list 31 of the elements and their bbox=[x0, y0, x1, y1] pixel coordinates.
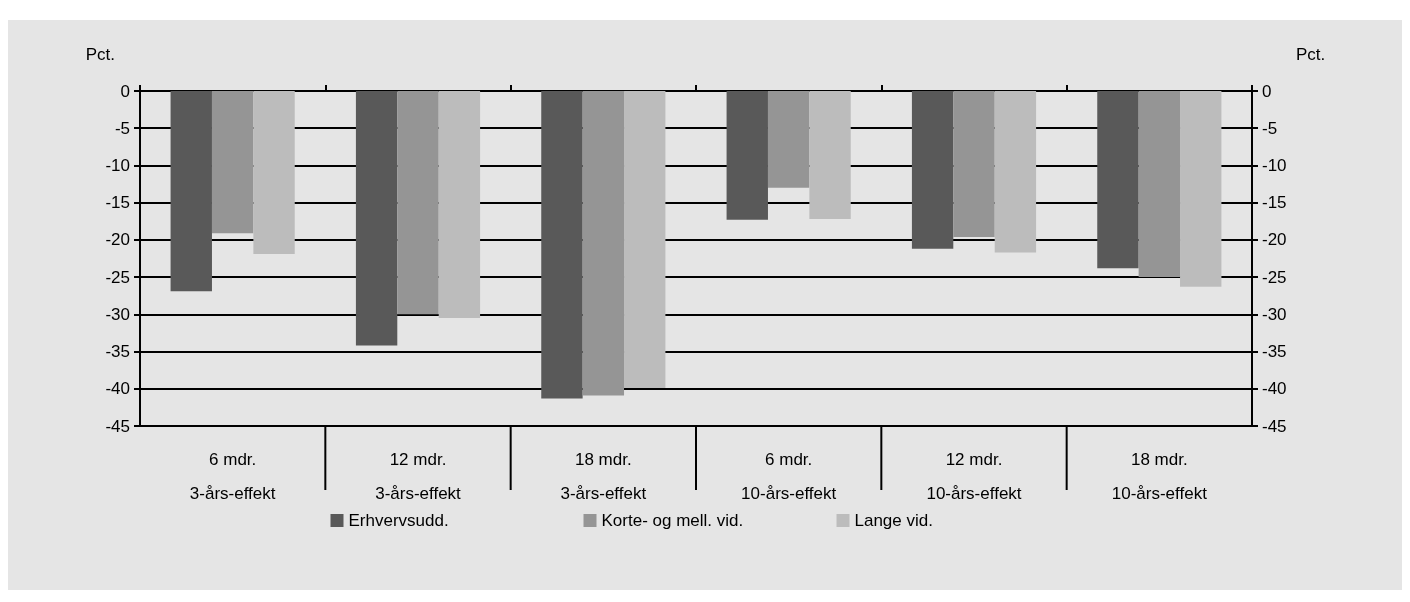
legend-label: Erhvervsudd. bbox=[348, 511, 449, 530]
y-tick-label: -5 bbox=[114, 118, 130, 138]
y2-tick-label: -10 bbox=[1262, 155, 1287, 175]
y2-axis-title: Pct. bbox=[1296, 45, 1326, 64]
x-tick-label: 6 mdr. 10-års-effekt bbox=[741, 449, 837, 503]
x-tick-label: 12 mdr. 10-års-effekt bbox=[926, 449, 1022, 503]
y2-tick-label: -45 bbox=[1262, 416, 1287, 436]
x-tick-label: 18 mdr. 10-års-effekt bbox=[1111, 449, 1208, 503]
legend-label: Korte- og mell. vid. bbox=[601, 511, 744, 530]
x-tick-label: 6 mdr. 3-års-effekt bbox=[189, 449, 276, 503]
y2-tick-label: -30 bbox=[1262, 304, 1287, 324]
y-tick-label: -20 bbox=[105, 230, 130, 250]
y2-tick-label: -35 bbox=[1262, 342, 1287, 362]
y-tick-label: 0 bbox=[120, 81, 130, 101]
x-tick-label: 12 mdr. 3-års-effekt bbox=[375, 449, 462, 503]
y-tick-label: -15 bbox=[105, 193, 130, 213]
y-tick-label: -10 bbox=[105, 155, 130, 175]
x-tick-label: 18 mdr. 3-års-effekt bbox=[560, 449, 647, 503]
y2-tick-label: 0 bbox=[1262, 81, 1272, 101]
y2-tick-label: -40 bbox=[1262, 379, 1287, 399]
y-axis-title: Pct. bbox=[85, 45, 115, 64]
y-tick-label: -35 bbox=[105, 342, 130, 362]
y2-tick-label: -25 bbox=[1262, 267, 1287, 287]
y-tick-label: -45 bbox=[105, 416, 130, 436]
legend-label: Lange vid. bbox=[854, 511, 933, 530]
y2-tick-label: -20 bbox=[1262, 230, 1287, 250]
y-tick-label: -40 bbox=[105, 379, 130, 399]
y2-tick-label: -15 bbox=[1262, 193, 1287, 213]
y2-tick-label: -5 bbox=[1262, 118, 1278, 138]
y-tick-label: -25 bbox=[105, 267, 130, 287]
y-tick-label: -30 bbox=[105, 304, 130, 324]
